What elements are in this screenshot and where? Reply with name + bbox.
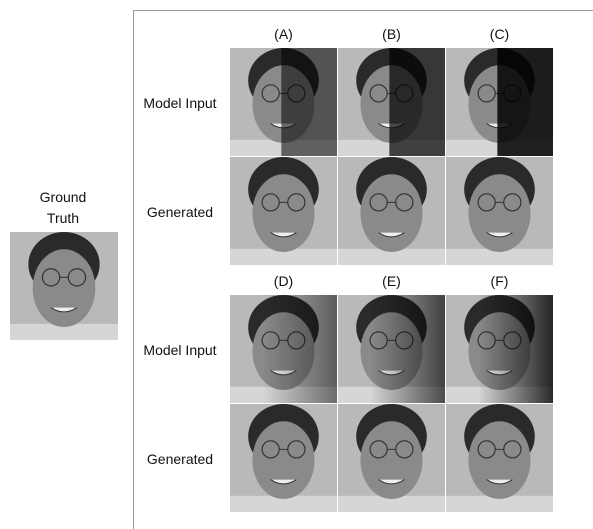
face-image xyxy=(446,157,553,265)
row-label: Generated xyxy=(140,449,220,470)
row-label: Generated xyxy=(140,202,220,223)
face-image xyxy=(10,232,118,340)
face-image xyxy=(230,404,337,512)
face-image xyxy=(230,48,337,156)
face-image xyxy=(230,295,337,403)
row-label: Model Input xyxy=(140,340,220,361)
column-label: (D) xyxy=(230,271,337,292)
ground-truth-label: Ground Truth xyxy=(28,187,98,229)
face-image xyxy=(338,157,445,265)
face-image xyxy=(446,404,553,512)
column-label: (C) xyxy=(446,24,553,45)
column-label: (F) xyxy=(446,271,553,292)
column-label: (E) xyxy=(338,271,445,292)
face-image xyxy=(338,48,445,156)
figure: Ground Truth (A)(B)(C) Model Input xyxy=(0,0,593,529)
face-image xyxy=(446,48,553,156)
face-image xyxy=(338,295,445,403)
face-image xyxy=(230,157,337,265)
column-label: (A) xyxy=(230,24,337,45)
face-image xyxy=(446,295,553,403)
column-label: (B) xyxy=(338,24,445,45)
face-image xyxy=(338,404,445,512)
row-label: Model Input xyxy=(140,93,220,114)
